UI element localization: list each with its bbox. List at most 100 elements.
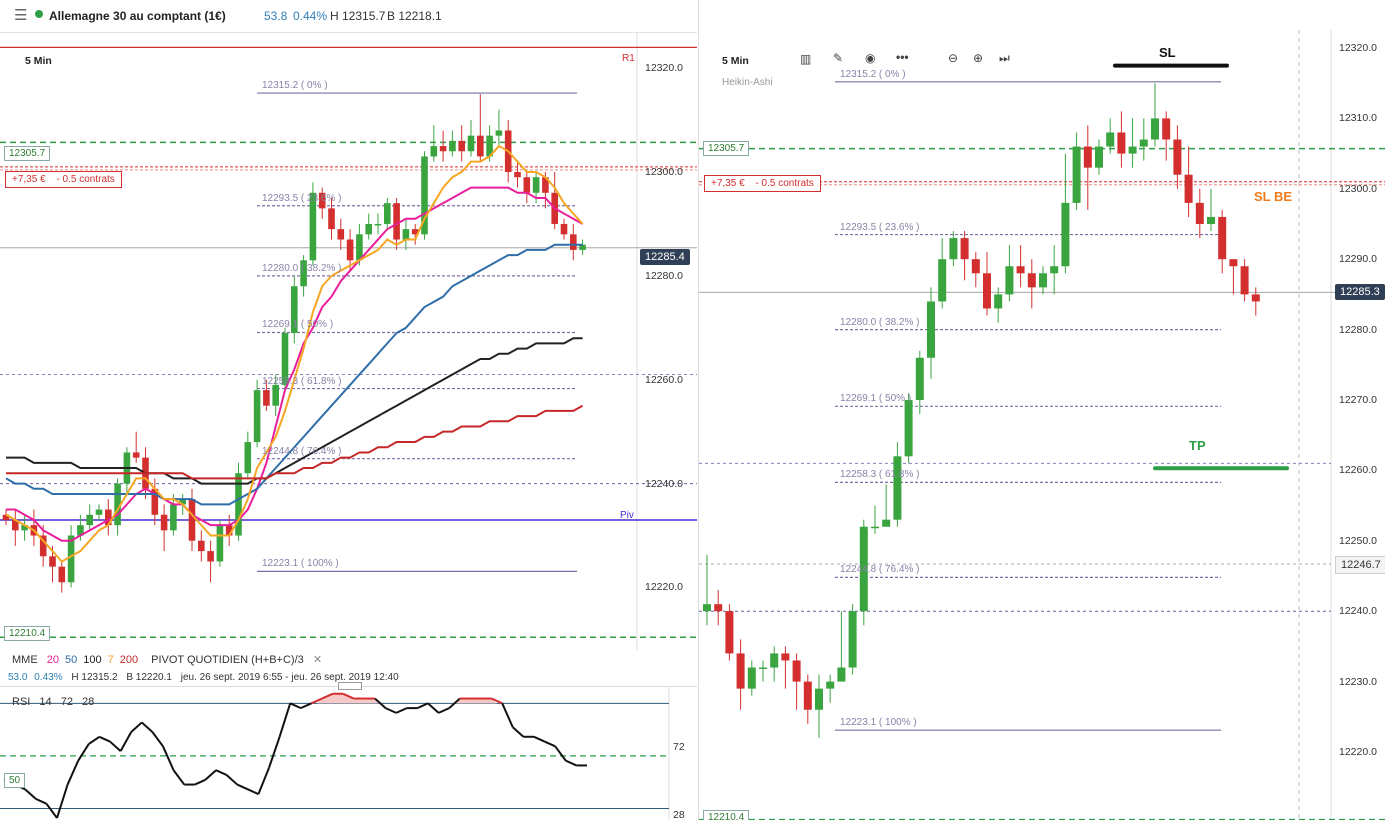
- close-icon[interactable]: ✕: [312, 654, 323, 666]
- left-candle: [2, 514, 10, 520]
- rsi-line-segment: [45, 803, 58, 819]
- sl-label: SL: [1159, 45, 1176, 60]
- right-candle: [1173, 139, 1182, 175]
- rsi-line-segment: [501, 702, 514, 728]
- left-y-tick: 12300.0: [645, 166, 683, 179]
- right-fib-label-0: 12315.2 ( 0% ): [840, 68, 906, 80]
- more-icon[interactable]: •••: [896, 50, 909, 64]
- left-fib-label-0: 12315.2 ( 0% ): [262, 80, 328, 92]
- ma-line: [5, 144, 584, 563]
- left-candle: [114, 483, 121, 526]
- instrument-title[interactable]: Allemagne 30 au comptant (1€): [49, 9, 226, 23]
- rsi-line-segment: [247, 788, 259, 796]
- left-main-chart[interactable]: 5 Min R1 Piv 12305.7 12210.4 +7,35 € - 0…: [0, 33, 697, 650]
- right-candle: [1117, 132, 1126, 154]
- rsi-line-segment: [56, 784, 69, 819]
- left-candle: [95, 509, 103, 515]
- indicator-legend: MME 20 50 100 7 200 PIVOT QUOTIDIEN (H+B+C)/…: [0, 650, 697, 690]
- right-candle: [1184, 174, 1193, 203]
- rsi-param-1: 14: [39, 696, 52, 708]
- right-level-bottom-badge: 12210.4: [703, 810, 750, 820]
- right-heikin-ashi-svg: [699, 30, 1385, 820]
- mme-period-200: 200: [119, 654, 139, 666]
- right-candle: [1027, 273, 1036, 288]
- eye-icon[interactable]: ◉: [865, 51, 876, 65]
- rsi-panel[interactable]: RSI 14 72 28 50 72 28: [0, 687, 697, 820]
- right-chart[interactable]: 5 Min Heikin-Ashi ▥ ✎ ◉ ••• ⊖ ⊕ ⏭ SL SL …: [698, 0, 1385, 820]
- skip-end-icon[interactable]: ⏭: [999, 51, 1010, 65]
- rsi-line-segment: [215, 769, 228, 776]
- left-candle: [225, 525, 233, 536]
- bar-chart-icon[interactable]: ▥: [800, 52, 812, 66]
- right-timeframe[interactable]: 5 Min: [722, 55, 749, 67]
- mme-legend[interactable]: MME 20 50 100 7 200 PIVOT QUOTIDIEN (H+B+C)/…: [12, 653, 322, 666]
- left-candle: [486, 135, 493, 157]
- left-candle: [570, 234, 577, 250]
- rsi-line-segment: [130, 721, 143, 733]
- right-candle: [1083, 146, 1092, 168]
- left-candle: [356, 234, 363, 261]
- right-fib-label-4: 12258.3 ( 61.8% ): [840, 469, 920, 481]
- left-timeframe[interactable]: 5 Min: [25, 55, 52, 67]
- right-candle: [815, 688, 823, 710]
- left-candle: [579, 244, 586, 250]
- left-y-tick: 12260.0: [645, 373, 683, 386]
- ma-line: [6, 337, 583, 485]
- right-candle: [1072, 146, 1081, 203]
- left-level-bottom-badge: 12210.4: [4, 626, 51, 641]
- right-candle: [703, 604, 711, 612]
- rsi-line-segment: [289, 702, 302, 710]
- rsi-line-segment: [321, 692, 334, 700]
- right-position-size: - 0.5 contrats: [755, 178, 814, 189]
- rsi-line-segment: [278, 703, 292, 738]
- right-candle: [1207, 216, 1215, 224]
- left-candle: [421, 156, 428, 235]
- left-fib-label-4: 12258.3 ( 61.8% ): [262, 375, 342, 387]
- rsi-line-segment: [438, 707, 450, 714]
- pivot-label: PIVOT QUOTIDIEN (H+B+C)/3: [151, 654, 304, 666]
- pencil-icon[interactable]: ✎: [833, 51, 844, 65]
- right-y-tick: 12240.0: [1339, 605, 1377, 618]
- mme-period-7: 7: [107, 654, 114, 666]
- bid-value: B 12218.1: [387, 9, 442, 23]
- zoom-out-icon[interactable]: ⊖: [948, 51, 959, 65]
- right-y-tick: 12250.0: [1339, 534, 1377, 547]
- left-candle: [151, 488, 159, 515]
- right-position-badge[interactable]: +7,35 € - 0.5 contrats: [704, 175, 821, 192]
- rsi-line-segment: [533, 735, 546, 743]
- right-candle: [826, 681, 835, 689]
- right-candle: [1039, 273, 1047, 288]
- right-candle: [803, 681, 812, 710]
- right-candle: [1050, 266, 1059, 274]
- left-candle: [449, 140, 456, 152]
- left-position-size: - 0.5 contrats: [56, 174, 115, 185]
- left-candle: [244, 442, 252, 474]
- pane-resize-handle[interactable]: [338, 682, 362, 690]
- rsi-line-segment: [204, 769, 217, 781]
- ma-line: [6, 186, 584, 542]
- rsi-line-segment: [300, 702, 312, 710]
- rsi-line-segment: [512, 726, 525, 738]
- rsi-line-segment: [172, 769, 186, 786]
- right-candle: [759, 667, 767, 670]
- zoom-in-icon[interactable]: ⊕: [973, 51, 984, 65]
- rsi-tick-28: 28: [673, 809, 685, 820]
- left-fib-label-6: 12223.1 ( 100% ): [262, 558, 339, 570]
- right-candle: [971, 259, 980, 274]
- left-candle: [86, 514, 93, 526]
- rsi-line-segment: [24, 788, 37, 800]
- rsi-line-segment: [119, 731, 133, 752]
- left-position-pl: +7,35 €: [12, 174, 46, 185]
- hamburger-menu-icon[interactable]: ☰: [14, 7, 28, 24]
- right-candle: [949, 238, 958, 260]
- left-position-badge[interactable]: +7,35 € - 0.5 contrats: [5, 171, 122, 188]
- rsi-legend[interactable]: RSI 14 72 28: [12, 696, 94, 708]
- left-fib-label-3: 12269.1 ( 50% ): [262, 319, 334, 331]
- rsi-line-segment: [342, 692, 355, 700]
- right-candle: [1106, 132, 1115, 147]
- right-candle: [848, 611, 857, 668]
- right-candle: [1005, 266, 1014, 295]
- left-candle: [365, 223, 372, 235]
- left-candle: [467, 135, 475, 152]
- left-fib-label-5: 12244.8 ( 76.4% ): [262, 445, 342, 457]
